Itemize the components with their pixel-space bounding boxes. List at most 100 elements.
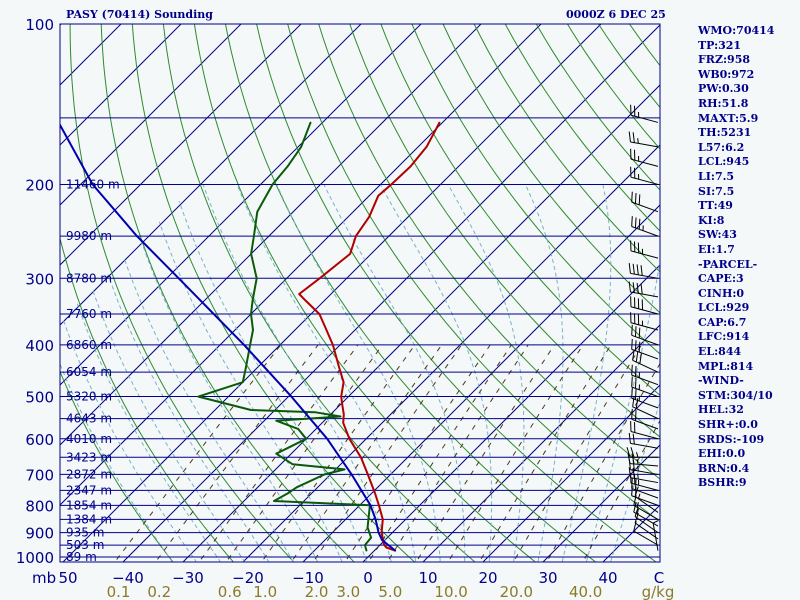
parcel-point: [136, 235, 138, 237]
moist-adiabat-line: [107, 274, 270, 562]
dewpoint-point: [365, 549, 368, 552]
station-title: PASY (70414) Sounding: [66, 8, 213, 21]
wind-barb: [631, 324, 659, 346]
dry-adiabat-line: [225, 24, 597, 562]
barb-flag: [633, 520, 637, 532]
dewpoint-point: [286, 165, 289, 168]
barb-shaft: [631, 487, 659, 499]
y-unit-label: mb: [32, 569, 56, 587]
mixing-ratio-line: [261, 344, 416, 562]
barb-shaft: [630, 114, 659, 123]
mixing-ratio-label: 0.2: [147, 583, 171, 600]
temperature-point: [324, 326, 326, 328]
isotherm-line: [60, 24, 182, 146]
wind-barb: [630, 240, 659, 259]
barb-flag: [634, 410, 637, 421]
height-label: 11460 m: [66, 177, 120, 191]
barb-half-flag: [637, 473, 639, 480]
barb-half-flag: [636, 508, 639, 515]
moist-adiabat-line: [236, 184, 417, 562]
temperature-point: [341, 404, 344, 407]
wind-barb: [633, 501, 659, 527]
temperature-point: [377, 194, 380, 197]
barb-shaft: [632, 359, 659, 373]
wind-barb: [632, 349, 659, 373]
dewpoint-point: [252, 329, 254, 331]
height-label: 935 m: [66, 526, 104, 540]
dewpoint-point: [250, 313, 252, 315]
barb-flag: [634, 366, 637, 377]
wind-barb: [628, 131, 659, 148]
barb-shaft: [630, 291, 659, 298]
wind-barb: [627, 453, 659, 467]
temperature-point: [368, 216, 371, 218]
height-label: 89 m: [66, 550, 97, 564]
isobars: [60, 23, 660, 558]
barb-shaft: [631, 386, 659, 398]
temperature-point: [298, 293, 301, 295]
height-label: 2347 m: [66, 483, 112, 497]
isotherm-line: [482, 384, 660, 562]
parcel-point: [243, 344, 245, 346]
index-row: LFC:914: [698, 330, 750, 344]
mixing-ratio-line: [415, 344, 555, 562]
temperature-point: [367, 473, 369, 476]
barb-flag: [628, 131, 631, 143]
dewpoint-point: [253, 235, 255, 237]
dewpoint-point: [291, 463, 294, 466]
mixing-ratio-line: [386, 344, 529, 562]
index-row: EI:1.7: [698, 242, 735, 256]
parcel-point: [374, 518, 377, 521]
dry-adiabat-line: [69, 24, 295, 562]
dry-adiabat-line: [60, 236, 235, 562]
temperature-label: 40: [598, 569, 617, 587]
dewpoint-point: [339, 415, 342, 418]
wind-barb: [628, 263, 659, 279]
dewpoint-point: [275, 452, 278, 455]
index-row: SI:7.5: [698, 184, 735, 198]
dry-adiabat-line: [100, 24, 355, 562]
pressure-label: 700: [25, 466, 54, 484]
temperature-point: [342, 381, 345, 384]
barb-flag: [628, 432, 631, 444]
barb-shaft: [631, 334, 659, 346]
dry-adiabat-line: [318, 24, 660, 480]
index-row: BRN:0.4: [698, 461, 750, 475]
barb-flag: [638, 218, 641, 230]
wind-barb: [630, 148, 659, 167]
barb-flag: [628, 263, 631, 274]
temperature-point: [438, 121, 441, 124]
pressure-label: 600: [25, 431, 54, 449]
mixing-ratio-line: [290, 344, 443, 562]
dewpoint-point: [249, 344, 251, 346]
index-row: LI:7.5: [698, 169, 735, 183]
index-row: EHI:0.0: [698, 447, 746, 461]
barb-flag: [628, 467, 631, 478]
barb-shaft: [634, 522, 659, 540]
height-label: 8780 m: [66, 271, 112, 285]
barb-shaft: [631, 374, 659, 386]
isotherm-line: [362, 264, 660, 562]
dry-adiabat-line: [193, 24, 537, 562]
barb-shaft: [634, 516, 659, 534]
moist-adiabat-line: [123, 258, 294, 562]
height-label: 7760 m: [66, 307, 112, 321]
index-row: CAPE:3: [698, 272, 744, 286]
indices-panel: WMO:70414 TP:321 FRZ:958 WB0:972 PW:0.30 RH:5…: [698, 24, 798, 491]
barb-shaft: [633, 530, 659, 546]
barb-flag: [632, 263, 635, 275]
mixing-ratio-line: [114, 344, 282, 562]
barb-flag: [632, 132, 635, 143]
mixing-ratio-label: 2.0: [305, 583, 329, 600]
dewpoint-point: [251, 299, 254, 302]
dewpoint-point: [364, 544, 366, 546]
temperature-point: [425, 146, 428, 148]
barb-shaft: [630, 158, 659, 167]
dry-adiabat-line: [473, 24, 660, 273]
mixing-ratio-unit-label: g/kg: [642, 583, 675, 600]
wind-barb: [630, 312, 659, 331]
wind-barb: [630, 104, 659, 123]
mixing-ratio-label: 0.6: [218, 583, 242, 600]
height-label: 3423 m: [66, 450, 112, 464]
barb-shaft: [630, 272, 659, 279]
